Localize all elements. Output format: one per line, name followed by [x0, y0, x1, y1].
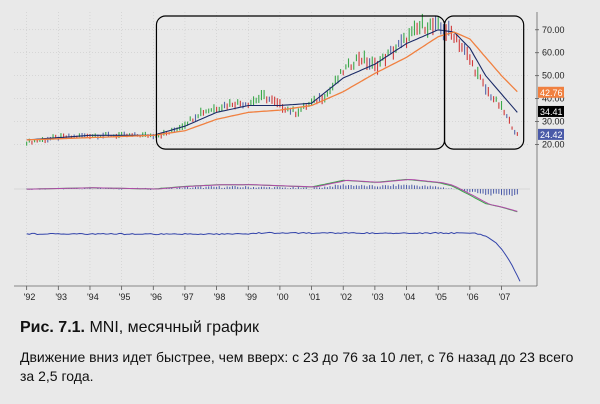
x-tick-label: '05	[435, 292, 447, 302]
y-tick-label: 60.00	[542, 48, 565, 58]
price-tag	[538, 128, 564, 140]
y-tick-label: 40.00	[542, 94, 565, 104]
x-tick-label: '97	[182, 292, 194, 302]
x-tick-label: '07	[499, 292, 511, 302]
x-tick-label: '04	[404, 292, 416, 302]
price-tag	[538, 86, 564, 98]
price-tag-label: 24.42	[540, 130, 563, 140]
highlight-box-downtrend	[443, 15, 525, 150]
oscillator-slow-line	[26, 178, 518, 212]
price-tag-label: 42.76	[540, 88, 563, 98]
x-tick-label: '98	[214, 292, 226, 302]
x-tick-label: '06	[467, 292, 479, 302]
x-tick-label: '01	[309, 292, 321, 302]
figure-caption: Рис. 7.1. MNI, месячный график Движение …	[20, 318, 590, 386]
chart-area: '92 '93 '94 '95 '96 '97 '98 '99 '00 '01 '02 '03 '04 '…	[14, 10, 565, 302]
figure-label: Рис. 7.1.	[20, 319, 85, 336]
y-tick-label: 50.00	[542, 71, 565, 81]
figure-description: Движение вниз идет быстрее, чем вверх: с…	[20, 349, 574, 384]
y-tick-label: 70.00	[542, 25, 565, 35]
y-tick-label: 30.00	[542, 117, 565, 127]
x-tick-label: '00	[277, 292, 289, 302]
slow-moving-average-line	[26, 31, 518, 141]
x-tick-label: '96	[150, 292, 162, 302]
price-tag	[538, 105, 564, 117]
y-tick-label: 20.00	[542, 140, 565, 150]
x-tick-label: '93	[55, 292, 67, 302]
x-tick-label: '95	[119, 292, 131, 302]
price-tag-label: 34.41	[540, 107, 563, 117]
x-tick-label: '99	[245, 292, 257, 302]
figure-title: Рис. 7.1. MNI, месячный график	[20, 318, 590, 338]
x-tick-label: '92	[24, 292, 36, 302]
chart-svg: '92 '93 '94 '95 '96 '97 '98 '99 '00 '01 '02 '03 '04 '…	[14, 10, 565, 302]
x-tick-label: '94	[87, 292, 99, 302]
plot-background	[14, 10, 530, 286]
x-tick-label: '02	[340, 292, 352, 302]
x-tick-label: '03	[372, 292, 384, 302]
bottom-indicator-line	[26, 231, 521, 282]
figure-title-text: MNI, месячный график	[89, 319, 260, 336]
fast-moving-average-line	[26, 29, 518, 141]
